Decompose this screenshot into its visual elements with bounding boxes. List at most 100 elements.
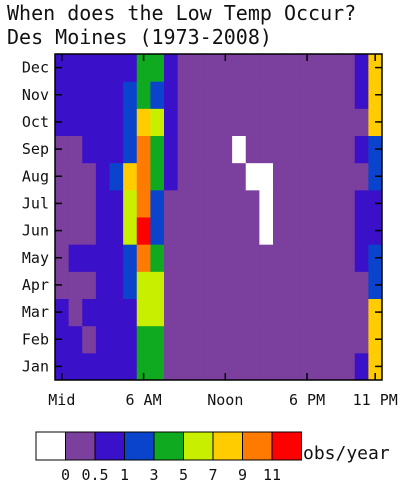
heatmap-cell-jul-h20 (327, 189, 342, 218)
heatmap-cell-feb-h21 (341, 325, 356, 354)
heatmap-cell-feb-h5 (123, 325, 138, 354)
heatmap-cell-mar-h10 (191, 298, 206, 327)
y-tick-label: Feb (22, 330, 49, 348)
heatmap-cell-apr-h7 (150, 271, 165, 299)
heatmap-cell-apr-h13 (232, 271, 247, 299)
legend-swatch (94, 431, 125, 461)
heatmap-cell-nov-h0 (55, 81, 70, 109)
heatmap-cell-nov-h2 (82, 81, 97, 109)
heatmap-cell-sep-h15 (259, 135, 274, 164)
y-tick-label: Jul (22, 194, 49, 212)
heatmap-cell-feb-h22 (354, 325, 369, 354)
heatmap-cell-dec-h8 (164, 54, 179, 82)
heatmap-cell-nov-h7 (150, 81, 165, 109)
y-tick-label: Nov (22, 86, 49, 104)
heatmap-cell-jul-h3 (95, 189, 111, 218)
heatmap-cell-sep-h21 (341, 135, 356, 164)
heatmap-cell-may-h1 (68, 244, 83, 272)
heatmap-cell-oct-h12 (218, 108, 233, 136)
heatmap-cell-may-h8 (164, 244, 179, 272)
heatmap-cell-sep-h22 (354, 135, 369, 164)
heatmap-cell-may-h12 (218, 244, 233, 272)
heatmap-cell-jan-h7 (150, 352, 165, 381)
heatmap-cell-feb-h6 (136, 325, 151, 354)
heatmap-cell-may-h11 (204, 244, 220, 272)
heatmap-cell-oct-h0 (55, 108, 70, 136)
heatmap-cell-mar-h5 (123, 298, 138, 327)
heatmap-cell-jan-h6 (136, 352, 151, 381)
heatmap-cell-mar-h21 (341, 298, 356, 327)
heatmap-cell-sep-h18 (300, 135, 315, 164)
legend-swatch (212, 431, 243, 461)
heatmap-cell-oct-h13 (232, 108, 247, 136)
legend-bin-label: 5 (179, 466, 188, 484)
heatmap-cell-mar-h1 (68, 298, 83, 327)
heatmap-cell-sep-h0 (55, 135, 70, 164)
heatmap-cell-jul-h0 (55, 189, 70, 218)
heatmap-cell-mar-h3 (95, 298, 111, 327)
heatmap-cell-jul-h9 (177, 189, 192, 218)
heatmap-cell-aug-h14 (245, 162, 260, 191)
heatmap-cell-jul-h4 (109, 189, 124, 218)
heatmap-cell-jan-h15 (259, 352, 274, 381)
heatmap-cell-sep-h19 (313, 135, 329, 164)
heatmap-cell-jul-h18 (300, 189, 315, 218)
heatmap-cell-oct-h11 (204, 108, 220, 136)
heatmap-cell-jun-h9 (177, 217, 192, 245)
heatmap-cell-oct-h21 (341, 108, 356, 136)
heatmap-cell-mar-h11 (204, 298, 220, 327)
heatmap-cell-nov-h4 (109, 81, 124, 109)
heatmap-cell-nov-h11 (204, 81, 220, 109)
heatmap-cell-jan-h18 (300, 352, 315, 381)
heatmap-cell-dec-h18 (300, 54, 315, 82)
heatmap-cell-nov-h1 (68, 81, 83, 109)
heatmap-cell-jun-h12 (218, 217, 233, 245)
heatmap-cell-aug-h15 (259, 162, 274, 191)
heatmap-cell-aug-h20 (327, 162, 342, 191)
heatmap-cell-jan-h2 (82, 352, 97, 381)
heatmap-cell-aug-h21 (341, 162, 356, 191)
heatmap-cell-may-h18 (300, 244, 315, 272)
heatmap-cell-sep-h16 (273, 135, 288, 164)
heatmap-cell-may-h21 (341, 244, 356, 272)
heatmap-cell-nov-h6 (136, 81, 151, 109)
heatmap-cell-may-h0 (55, 244, 70, 272)
heatmap-cell-nov-h3 (95, 81, 111, 109)
legend-swatch (35, 431, 66, 461)
heatmap-cell-may-h2 (82, 244, 97, 272)
heatmap-cell-jul-h2 (82, 189, 97, 218)
heatmap-cell-feb-h1 (68, 325, 83, 354)
legend-bin-label: 0.5 (81, 466, 108, 484)
heatmap-cell-jul-h17 (286, 189, 301, 218)
heatmap-cell-sep-h7 (150, 135, 165, 164)
heatmap-cell-mar-h17 (286, 298, 301, 327)
heatmap-cell-jul-h12 (218, 189, 233, 218)
heatmap-cell-may-h15 (259, 244, 274, 272)
heatmap-cell-apr-h17 (286, 271, 301, 299)
y-tick-label: Oct (22, 113, 49, 131)
heatmap-cell-mar-h7 (150, 298, 165, 327)
heatmap-cell-aug-h5 (123, 162, 138, 191)
heatmap-cell-mar-h13 (232, 298, 247, 327)
heatmap-cell-dec-h6 (136, 54, 151, 82)
x-tick-label: 6 AM (126, 391, 162, 409)
heatmap-cell-jan-h5 (123, 352, 138, 381)
heatmap-cell-jul-h10 (191, 189, 206, 218)
heatmap-cell-dec-h4 (109, 54, 124, 82)
legend-bin-label: 11 (263, 466, 281, 484)
heatmap-cell-mar-h20 (327, 298, 342, 327)
heatmap-cell-jun-h19 (313, 217, 329, 245)
y-tick-label: Jun (22, 222, 49, 240)
heatmap-cell-feb-h11 (204, 325, 220, 354)
y-tick-label: Apr (22, 276, 49, 294)
x-tick-label: Noon (207, 391, 243, 409)
heatmap-cell-nov-h20 (327, 81, 342, 109)
heatmap-cell-jun-h0 (55, 217, 70, 245)
heatmap-cell-sep-h5 (123, 135, 138, 164)
heatmap-cell-oct-h18 (300, 108, 315, 136)
heatmap-cell-oct-h3 (95, 108, 111, 136)
heatmap-cell-apr-h4 (109, 271, 124, 299)
color-legend: 0 0.5 1 3 5 7 9 11 (35, 431, 302, 484)
heatmap-cell-jul-h8 (164, 189, 179, 218)
